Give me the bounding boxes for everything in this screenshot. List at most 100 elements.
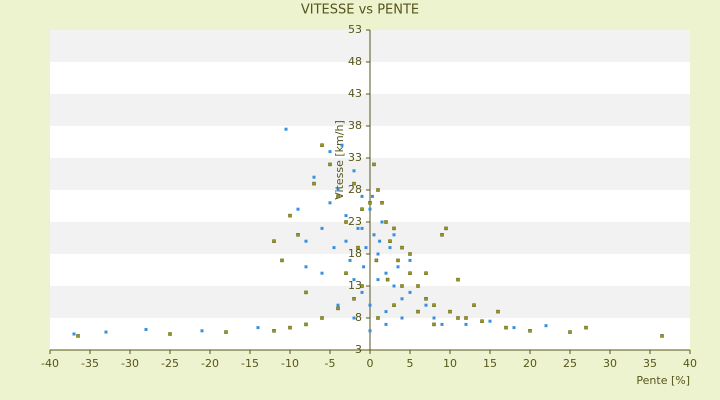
y-tick-label: 8 [355,311,362,324]
scatter-point [376,188,380,192]
x-tick-label: -35 [81,357,99,370]
scatter-point [168,332,172,336]
scatter-point [440,233,444,237]
scatter-point [408,252,412,256]
scatter-point [288,325,292,330]
scatter-point [528,329,532,333]
scatter-point [360,284,364,288]
scatter-point [384,310,388,314]
scatter-point [340,143,344,147]
scatter-point [336,303,340,307]
y-tick-label: 33 [348,151,362,164]
scatter-point [392,303,396,307]
scatter-point [344,239,348,243]
y-tick-label: 28 [348,183,362,196]
scatter-point [440,322,444,326]
x-tick-label: 5 [407,357,414,370]
scatter-point [464,316,468,320]
scatter-point [568,330,572,334]
scatter-point [432,322,436,327]
scatter-point [284,127,288,131]
scatter-point [312,181,316,186]
scatter-point [400,245,404,250]
scatter-point [348,258,352,262]
x-tick-label: -25 [161,357,179,370]
x-axis-label: Pente [%] [636,374,690,387]
scatter-point [336,306,340,311]
scatter-point [380,220,384,224]
scatter-point [344,214,348,218]
y-tick-label: 13 [348,279,362,292]
scatter-point [512,326,516,330]
y-tick-label: 53 [348,23,362,36]
x-tick-label: 10 [443,357,457,370]
x-tick-label: -30 [121,357,139,370]
scatter-point [488,319,492,323]
scatter-point [328,162,332,167]
scatter-point [372,162,376,167]
scatter-point [272,239,276,243]
scatter-point [328,201,332,205]
scatter-point [356,245,360,250]
scatter-point [368,207,372,211]
x-tick-label: 40 [683,357,697,370]
scatter-point [296,207,300,211]
scatter-point [424,303,428,307]
scatter-point [104,330,108,334]
x-tick-label: -5 [325,357,336,370]
scatter-point [224,330,228,334]
x-tick-label: -40 [41,357,59,370]
scatter-point [360,226,364,230]
scatter-point [356,226,360,230]
scatter-point [312,175,316,179]
y-axis-label: Vitesse [km/h] [333,120,346,200]
scatter-point [288,213,292,218]
scatter-point [424,297,428,301]
scatter-point [376,252,380,256]
x-tick-label: -15 [241,357,259,370]
scatter-point [374,258,379,263]
y-tick-label: 3 [355,343,362,356]
scatter-point [144,328,148,332]
scatter-point [396,265,400,269]
scatter-point [296,233,300,237]
y-tick-label: 23 [348,215,362,228]
y-tick-label: 38 [348,119,362,132]
scatter-point [400,284,404,288]
y-tick-label: 48 [348,55,362,68]
scatter-point [400,316,404,320]
chart-title: VITESSE vs PENTE [301,3,419,18]
x-tick-label: -20 [201,357,219,370]
scatter-point [380,201,384,205]
scatter-point [384,271,388,275]
scatter-point [328,150,332,154]
scatter-point [372,233,376,237]
scatter-point [432,316,436,320]
scatter-point [544,324,548,328]
scatter-point [392,233,396,237]
scatter-point [72,332,76,336]
scatter-point [456,316,460,320]
x-tick-label: 25 [563,357,577,370]
scatter-point [408,290,412,294]
scatter-point [480,319,484,323]
scatter-point [336,194,340,199]
scatter-point [376,278,380,282]
scatter-point [352,278,356,282]
scatter-point [392,226,396,231]
scatter-point [444,226,448,231]
scatter-point [352,169,356,173]
x-tick-label: 30 [603,357,617,370]
scatter-point [320,271,324,275]
scatter-point [362,265,366,269]
scatter-point [376,316,380,320]
x-tick-label: 15 [483,357,497,370]
scatter-point [416,309,420,314]
scatter-point [385,277,390,282]
scatter-point [304,290,308,295]
scatter-point [304,322,308,327]
scatter-point [332,246,336,250]
scatter-point [364,246,368,250]
scatter-point [336,188,340,192]
